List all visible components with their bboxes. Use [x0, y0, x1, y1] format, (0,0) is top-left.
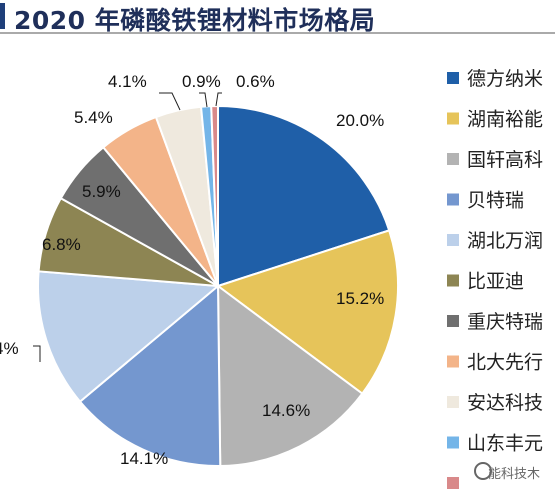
- slice-label-9: 0.9%: [182, 72, 221, 91]
- legend-swatch-5: [447, 274, 459, 287]
- legend-swatch-9: [447, 436, 459, 449]
- legend-swatch-0: [447, 72, 459, 84]
- legend-label-9: 山东丰元: [467, 433, 543, 455]
- slice-label-10: 0.6%: [236, 72, 275, 91]
- legend-label-1: 湖南裕能: [467, 109, 543, 131]
- slice-label-7: 5.4%: [74, 108, 113, 127]
- legend-label-2: 国轩高科: [467, 149, 543, 171]
- legend-label-8: 安达科技: [467, 392, 543, 414]
- leader-line-0.6: [215, 92, 222, 107]
- pie-slice-2: [216, 283, 364, 468]
- legend-label-0: 德方纳米: [467, 68, 543, 90]
- title-bar: 2020 年磷酸铁锂材料市场格局: [0, 0, 555, 35]
- legend-label-3: 贝特瑞: [467, 190, 524, 212]
- legend-swatch-3: [447, 193, 459, 206]
- pie-slice-1: [215, 229, 399, 396]
- pie-slice-3: [78, 283, 222, 467]
- slice-label-0: 20.0%: [336, 111, 384, 130]
- pie-slice-10: [210, 104, 219, 287]
- title-accent-bar: [0, 3, 5, 29]
- slice-label-3: 14.1%: [120, 449, 168, 468]
- legend-swatch-4: [447, 234, 459, 246]
- pie-slices: [37, 104, 399, 468]
- legend-label-4: 湖北万润: [467, 230, 543, 252]
- wechat-icon: [474, 462, 492, 480]
- slice-label-2: 14.6%: [262, 401, 310, 420]
- slice-label-5: 6.8%: [42, 235, 81, 254]
- leader-line-left: [33, 345, 41, 362]
- legend-label-6: 重庆特瑞: [467, 311, 543, 333]
- watermark-text: 能科技木: [488, 467, 541, 482]
- leader-line-4.1: [159, 92, 181, 111]
- slice-labels: 20.0% 15.2% 14.6% 14.1% 4% 6.8% 5.9% 5.4% 4.1% 0.…: [0, 72, 384, 468]
- legend-swatch-1: [447, 112, 459, 125]
- legend-swatch-10: [447, 477, 459, 489]
- slice-label-1: 15.2%: [336, 289, 384, 308]
- legend-swatch-2: [447, 153, 459, 165]
- pie-slice-4: [37, 270, 221, 404]
- legend-label-5: 比亚迪: [467, 271, 524, 293]
- legend-label-7: 北大先行: [467, 352, 543, 374]
- legend-swatch-6: [447, 315, 459, 327]
- legend-swatch-7: [447, 355, 459, 368]
- pie-slice-0: [217, 104, 391, 288]
- slice-label-8: 4.1%: [108, 72, 147, 91]
- leader-line-0.9: [199, 92, 208, 108]
- chart-title: 2020 年磷酸铁锂材料市场格局: [14, 6, 376, 35]
- legend-swatch-8: [447, 396, 459, 408]
- slice-label-6: 5.9%: [82, 182, 121, 201]
- slice-label-4: 4%: [0, 339, 19, 358]
